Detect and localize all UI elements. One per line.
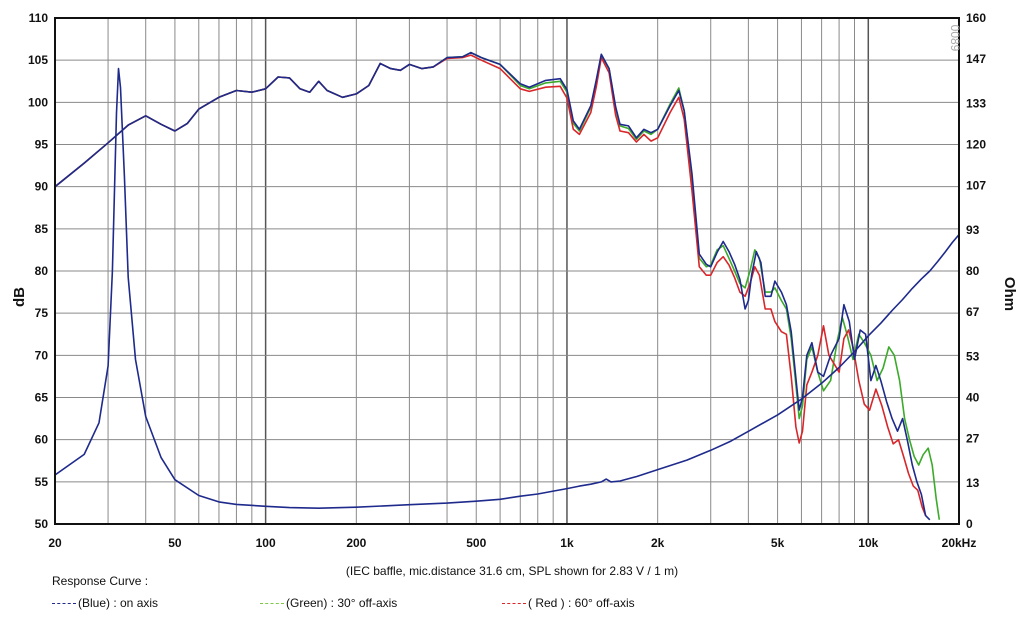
x-tick-label: 500	[466, 536, 486, 550]
right-y-tick-label: 80	[966, 264, 980, 278]
right-y-tick-label: 27	[966, 432, 980, 446]
impedance-curve	[55, 67, 959, 509]
right-y-tick-label: 120	[966, 138, 986, 152]
left-y-axis-ticks: 50 55 60 65 70 75 80 85 90 95 100 105 110	[28, 11, 48, 531]
x-tick-label: 5k	[771, 536, 785, 550]
x-tick-label: 1k	[560, 536, 574, 550]
left-y-tick-label: 70	[35, 348, 49, 362]
left-y-tick-label: 90	[35, 180, 49, 194]
plot-frame	[54, 17, 960, 525]
right-y-tick-label: 160	[966, 11, 986, 25]
left-y-tick-label: 65	[35, 391, 49, 405]
grid	[55, 18, 959, 524]
left-y-tick-label: 100	[28, 95, 48, 109]
left-y-tick-label: 110	[29, 11, 49, 25]
x-axis-ticks: 20 50 100 200 500 1k 2k 5k 10k 20kHz	[48, 536, 976, 550]
legend-swatch-blue	[52, 603, 76, 605]
right-y-tick-label: 93	[966, 223, 980, 237]
x-tick-label: 10k	[858, 536, 878, 550]
right-axis-title: Ohm	[1001, 277, 1018, 311]
right-y-tick-label: 107	[966, 179, 986, 193]
left-y-tick-label: 80	[35, 264, 49, 278]
right-y-tick-label: 13	[966, 476, 980, 490]
legend-label-red: ( Red ) : 60° off-axis	[528, 596, 635, 610]
legend: Response Curve : (Blue) : on axis (Green…	[52, 574, 952, 612]
left-y-tick-label: 60	[35, 433, 49, 447]
legend-row: (Blue) : on axis (Green) : 30° off-axis …	[52, 596, 952, 612]
legend-label-blue: (Blue) : on axis	[78, 596, 159, 610]
legend-swatch-red	[502, 603, 526, 605]
left-y-tick-label: 105	[28, 53, 48, 67]
legend-label-green: (Green) : 30° off-axis	[286, 596, 398, 610]
right-y-tick-label: 53	[966, 349, 980, 363]
left-y-tick-label: 85	[35, 222, 49, 236]
x-tick-label: 20kHz	[942, 536, 977, 550]
watermark: 0089	[948, 25, 962, 52]
x-tick-label: 2k	[651, 536, 665, 550]
legend-item-red: ( Red ) : 60° off-axis	[502, 596, 635, 610]
legend-item-green: (Green) : 30° off-axis	[260, 596, 397, 610]
x-tick-label: 50	[168, 536, 182, 550]
x-tick-label: 200	[346, 536, 366, 550]
left-axis-title: dB	[11, 287, 28, 307]
x-tick-label: 100	[256, 536, 276, 550]
legend-item-blue: (Blue) : on axis	[52, 596, 158, 610]
right-y-tick-label: 40	[966, 391, 980, 405]
left-y-tick-label: 55	[35, 475, 49, 489]
right-y-tick-label: 0	[966, 517, 973, 531]
right-y-axis-ticks: 0 13 27 40 53 67 80 93 107 120 133 147 160	[966, 11, 986, 531]
right-y-tick-label: 133	[966, 96, 986, 110]
curves	[55, 51, 959, 524]
right-y-tick-label: 67	[966, 305, 980, 319]
left-y-tick-label: 50	[35, 517, 49, 531]
spl-curve-on-axis	[55, 51, 931, 521]
x-tick-label: 20	[48, 536, 62, 550]
legend-title: Response Curve :	[52, 574, 149, 588]
right-y-tick-label: 147	[966, 52, 986, 66]
left-y-tick-label: 75	[35, 306, 49, 320]
left-y-tick-label: 95	[35, 138, 49, 152]
legend-swatch-green	[260, 603, 284, 605]
measurement-note: (IEC baffle, mic.distance 31.6 cm, SPL s…	[346, 564, 678, 578]
